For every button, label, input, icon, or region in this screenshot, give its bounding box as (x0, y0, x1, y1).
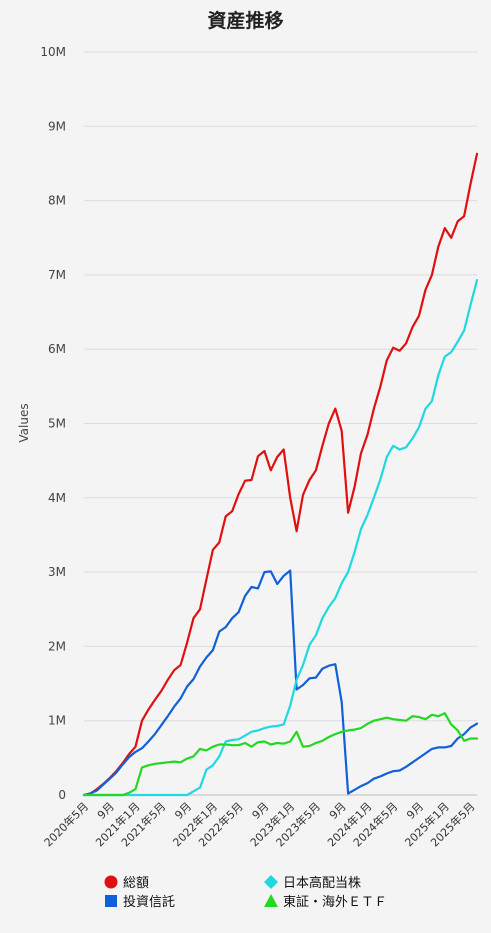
y-tick-label: 7M (48, 268, 66, 282)
legend-diamond-marker (264, 875, 278, 889)
y-tick-label: 4M (48, 491, 66, 505)
y-tick-label: 3M (48, 565, 66, 579)
y-tick-label: 6M (48, 342, 66, 356)
legend-entry-label: 日本高配当株 (283, 875, 361, 891)
legend-triangle-marker (264, 894, 278, 907)
y-tick-label: 1M (48, 714, 66, 728)
y-tick-label: 9M (48, 119, 66, 133)
series-line (82, 712, 479, 797)
legend-entry-label: 東証・海外ＥＴＦ (283, 894, 387, 910)
x-tick-label: 2020年5月 (41, 799, 91, 849)
legend-circle-marker (104, 875, 118, 889)
y-axis-label: Values (17, 403, 31, 442)
y-tick-label: 8M (48, 194, 66, 208)
y-tick-label: 10M (40, 45, 66, 59)
series-line (82, 569, 479, 797)
y-tick-label: 0 (58, 788, 66, 802)
series-line (82, 279, 479, 797)
chart-title: 資産推移 (207, 10, 284, 32)
legend-entry-label: 投資信託 (123, 894, 175, 910)
y-tick-label: 5M (48, 417, 66, 431)
series-line (82, 152, 479, 797)
legend-square-marker (105, 895, 117, 907)
legend-entry-label: 総額 (123, 876, 149, 891)
y-tick-label: 2M (48, 639, 66, 653)
